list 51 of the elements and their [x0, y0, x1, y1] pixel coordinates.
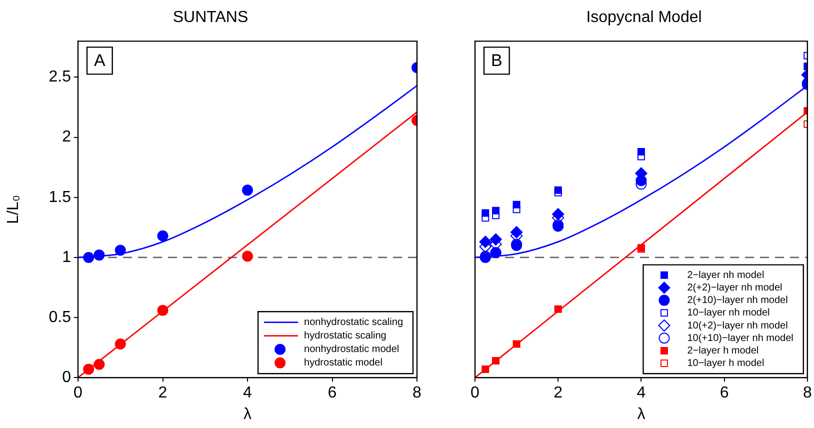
legend-label: nonhydrostatic model: [304, 344, 400, 356]
y-axis-title: L/L₀: [5, 194, 22, 224]
point: [482, 214, 490, 222]
y-tick-label: 2.5: [48, 68, 72, 86]
point: [552, 208, 564, 220]
y-tick-label: 1.5: [48, 188, 72, 206]
point: [490, 233, 502, 246]
chart-title: Isopycnal Model: [586, 9, 702, 26]
x-axis-title: λ: [244, 406, 252, 423]
legend-label: 10−layer nh model: [687, 308, 770, 319]
y-tick-label: 0: [62, 369, 72, 386]
point: [637, 152, 645, 160]
x-tick-label: 8: [412, 384, 422, 402]
x-tick-label: 0: [470, 384, 480, 402]
x-axis-title: λ: [637, 406, 646, 423]
point: [242, 184, 253, 196]
x-tick-label: 6: [720, 384, 729, 402]
point: [242, 250, 253, 262]
legend-label: hydrostatic scaling: [304, 330, 386, 342]
legend-label: nonhydrostatic scaling: [304, 317, 404, 328]
point: [157, 230, 168, 242]
legend-label: 2(+2)−layer nh model: [687, 282, 782, 294]
annotation: B: [491, 50, 502, 70]
legend-label: 10(+2)−layer nh model: [687, 320, 788, 332]
x-tick-label: 0: [74, 384, 83, 402]
x-tick-label: 2: [554, 384, 563, 402]
x-tick-label: 4: [243, 384, 252, 402]
annotation: A: [94, 50, 106, 70]
x-tick-label: 2: [158, 384, 168, 402]
point: [482, 209, 490, 217]
legend-label: 2−layer nh model: [687, 270, 764, 281]
legend-label: 2−layer h model: [687, 345, 759, 356]
y-tick-label: 0.5: [48, 308, 72, 326]
chart-title: SUNTANS: [172, 9, 248, 26]
legend-label: 10−layer h model: [687, 358, 764, 370]
point: [492, 212, 500, 220]
y-tick-label: 1: [62, 248, 72, 266]
point: [512, 200, 520, 208]
x-tick-label: 8: [802, 384, 812, 402]
point: [637, 148, 645, 156]
point: [554, 186, 562, 194]
legend-label: 10(+10)−layer nh model: [687, 332, 794, 344]
legend-label: hydrostatic model: [304, 358, 382, 369]
point: [512, 206, 520, 214]
x-tick-label: 4: [636, 384, 646, 402]
point: [492, 206, 500, 214]
legend-label: 2(+10)−layer nh model: [687, 295, 788, 306]
x-tick-label: 6: [328, 384, 337, 402]
y-tick-label: 2: [62, 128, 72, 146]
point: [479, 236, 492, 248]
point: [510, 226, 523, 238]
